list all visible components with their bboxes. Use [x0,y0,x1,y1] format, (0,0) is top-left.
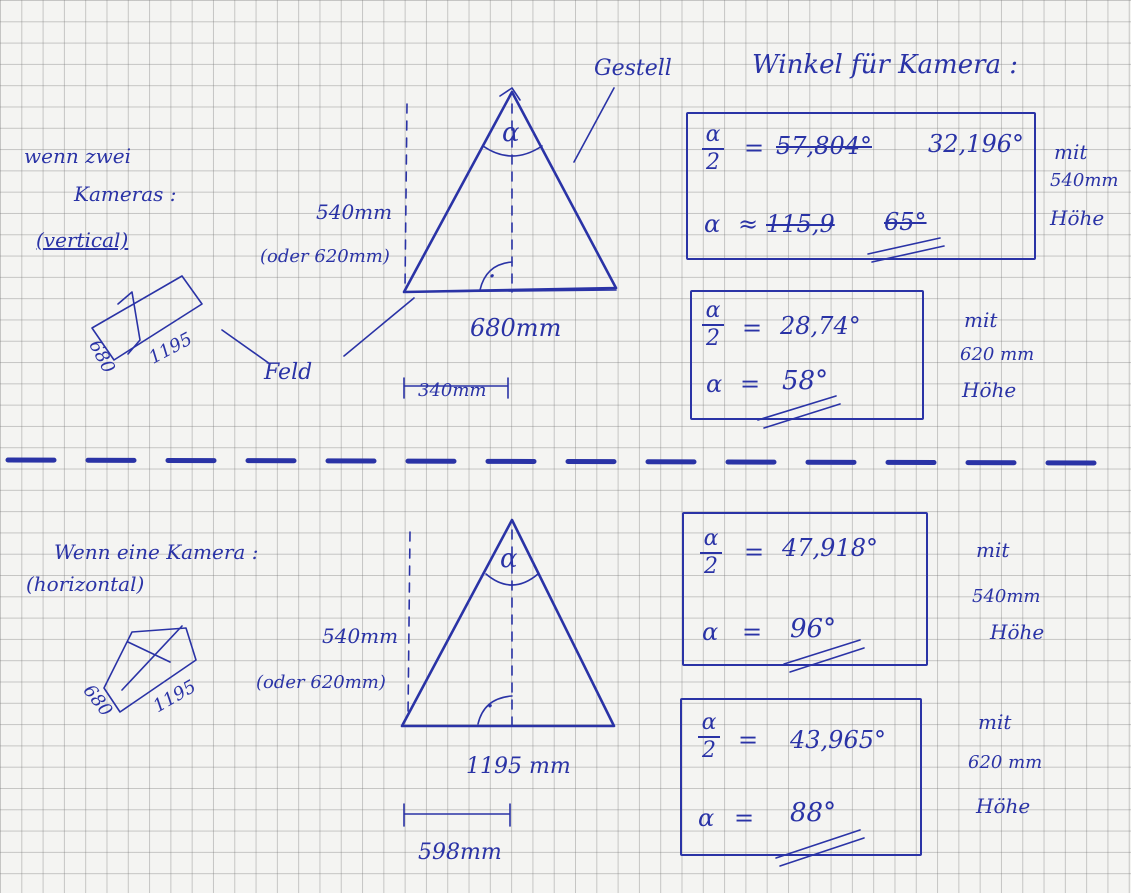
box1-alpha-value: 65° [884,208,927,236]
top-triangle-outline [402,90,618,294]
top-camera-rect [91,275,203,361]
box1-side-line2: 540mm [1050,170,1119,191]
box4-side-line1: mit [978,710,1012,734]
bottom-half-base-dimension [403,803,511,827]
bottom-base-label: 1195 mm [466,754,571,779]
section-divider [5,457,1103,466]
bottom-note-line1: Wenn eine Kamera : [54,540,259,564]
bottom-camera-sketch [103,625,197,713]
result-box-2 [690,290,924,420]
result-box-4 [680,698,922,856]
result-box-3 [682,512,928,666]
bottom-triangle-outline [400,518,616,728]
top-triangle-apex-cap [499,87,521,101]
top-triangle [221,87,618,399]
bottom-camera-rect [103,627,197,713]
box3-value: 47,918° [782,534,878,562]
box2-alpha-equals: = [740,370,761,398]
box3-alpha-equals: = [742,618,763,646]
box1-value: 32,196° [928,130,1024,158]
feld-pointer-right [343,297,415,357]
box4-alpha: α [698,804,715,832]
top-note-line3: (vertical) [36,228,129,252]
box2-underline-slash [757,395,841,429]
box4-value: 43,965° [790,726,886,754]
bottom-alpha-symbol: α [500,544,518,574]
gestell-label: Gestell [594,56,672,81]
top-triangle-base [403,289,617,293]
top-half-base-dimension [403,377,509,399]
top-camera-sketch [91,275,203,361]
box3-alpha: α [702,618,719,646]
bottom-right-angle-dot: · [486,692,495,722]
bottom-height-dimension-line [407,531,411,717]
bottom-right-angle-arc [477,695,513,725]
bottom-note-line2: (horizontal) [26,572,145,596]
bottom-height-label: 540mm [322,624,399,648]
top-right-angle-arc [479,261,513,291]
bottom-triangle [400,518,616,827]
box1-approx: ≈ [738,210,759,238]
top-note-line2: Kameras : [74,182,177,206]
bottom-height-alt-label: (oder 620mm) [256,672,386,693]
box4-alpha-value: 88° [790,798,837,828]
box1-side-line1: mit [1054,140,1088,164]
box1-struck-value: 57,804° [776,132,872,160]
box3-underline-slash [783,639,865,673]
box2-equals: = [742,314,763,342]
top-alpha-arc [482,145,543,157]
box4-side-line2: 620 mm [968,752,1043,773]
bottom-camera-fov [121,625,183,691]
top-note-line1: wenn zwei [24,144,131,168]
result-box-1 [686,112,1036,260]
top-height-label: 540mm [316,200,393,224]
box4-equals: = [738,726,759,754]
box3-equals: = [744,538,765,566]
box2-value: 28,74° [780,312,861,340]
box3-side-line2: 540mm [972,586,1041,607]
box4-alpha-equals: = [734,804,755,832]
box2-alpha: α [706,370,723,398]
top-height-dimension-line [404,103,408,289]
top-height-alt-label: (oder 620mm) [260,246,390,267]
box3-alpha-value: 96° [790,614,837,644]
box2-alpha-value: 58° [782,366,829,396]
box1-equals: = [744,134,765,162]
feld-pointer-left [221,329,271,365]
feld-label: Feld [264,360,313,385]
top-base-label: 680mm [470,314,562,342]
top-camera-fov [117,291,141,355]
top-alpha-symbol: α [502,118,520,148]
box1-side-line3: Höhe [1050,206,1105,230]
top-right-angle-dot: · [488,262,497,292]
box2-side-line2: 620 mm [960,344,1035,365]
box3-side-line1: mit [976,538,1010,562]
top-half-base-label: 340mm [418,380,487,401]
box1-alpha: α [704,210,721,238]
bottom-alpha-arc [485,573,539,586]
box4-side-line3: Höhe [976,794,1031,818]
bottom-half-base-label: 598mm [418,840,502,865]
box1-struck-alpha: 115,9 [766,210,835,238]
page-heading: Winkel für Kamera : [752,50,1019,80]
box2-side-line3: Höhe [962,378,1017,402]
box3-side-line3: Höhe [990,620,1045,644]
gestell-pointer [573,87,615,163]
box2-side-line1: mit [964,308,998,332]
box4-underline-slash [775,829,865,867]
